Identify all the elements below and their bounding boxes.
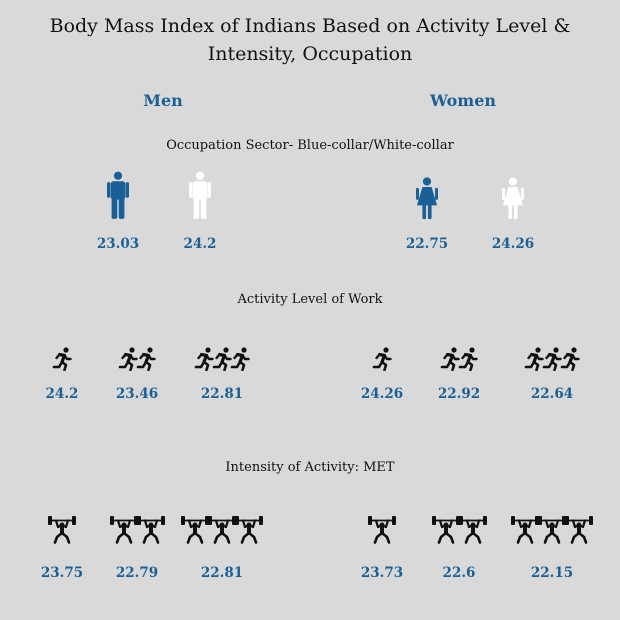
chart-title-line1: Body Mass Index of Indians Based on Acti…: [49, 15, 571, 37]
weightlifter-icon: [47, 514, 77, 548]
weightlifter-icon: [207, 514, 237, 548]
weightlifter-icon: [367, 514, 397, 548]
intensity-value-men-3: 22.81: [200, 565, 244, 581]
weightlifter-icon: [180, 514, 210, 548]
runner-icon: [50, 347, 74, 375]
runner-icon: [558, 347, 582, 375]
runner-icon: [192, 347, 216, 375]
runner-icon: [228, 347, 252, 375]
activity-value-women-2: 22.92: [437, 386, 481, 402]
intensity-value-men-1: 23.75: [40, 565, 84, 581]
runner-icon: [456, 347, 480, 375]
intensity-value-women-2: 22.6: [442, 565, 476, 581]
occupation-value-men-2: 24.2: [183, 236, 217, 252]
occupation-value-women-1: 22.75: [405, 236, 449, 252]
activity-section-title: Activity Level of Work: [237, 292, 383, 307]
chart-title: Body Mass Index of Indians Based on Acti…: [0, 12, 620, 68]
activity-value-men-1: 24.2: [45, 386, 79, 402]
weightlifter-icon: [431, 514, 461, 548]
weightlifter-icon: [537, 514, 567, 548]
intensity-section-title: Intensity of Activity: MET: [225, 460, 395, 475]
activity-value-women-3: 22.64: [530, 386, 574, 402]
runner-icon: [210, 347, 234, 375]
weightlifter-icon: [234, 514, 264, 548]
runner-icon: [370, 347, 394, 375]
weightlifter-icon: [136, 514, 166, 548]
men-heading: Men: [143, 91, 183, 110]
weightlifter-icon: [109, 514, 139, 548]
man-icon: [189, 170, 211, 224]
women-heading: Women: [429, 91, 497, 110]
weightlifter-icon: [564, 514, 594, 548]
occupation-section-title: Occupation Sector- Blue-collar/White-col…: [166, 138, 454, 153]
intensity-value-women-1: 23.73: [360, 565, 404, 581]
activity-value-men-2: 23.46: [115, 386, 159, 402]
occupation-value-women-2: 24.26: [491, 236, 535, 252]
chart-title-line2: Intensity, Occupation: [207, 43, 413, 65]
runner-icon: [540, 347, 564, 375]
activity-value-women-1: 24.26: [360, 386, 404, 402]
weightlifter-icon: [458, 514, 488, 548]
weightlifter-icon: [510, 514, 540, 548]
runner-icon: [438, 347, 462, 375]
man-icon: [107, 170, 129, 224]
activity-value-men-3: 22.81: [200, 386, 244, 402]
runner-icon: [134, 347, 158, 375]
occupation-value-men-1: 23.03: [96, 236, 140, 252]
woman-icon: [416, 176, 438, 224]
intensity-value-men-2: 22.79: [115, 565, 159, 581]
runner-icon: [116, 347, 140, 375]
runner-icon: [522, 347, 546, 375]
woman-icon: [502, 176, 524, 224]
intensity-value-women-3: 22.15: [530, 565, 574, 581]
